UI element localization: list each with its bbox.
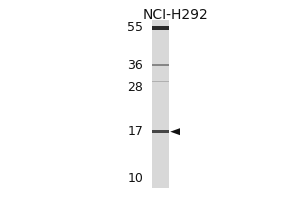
Text: 17: 17 xyxy=(128,125,143,138)
Bar xyxy=(152,81,169,82)
Text: 28: 28 xyxy=(128,81,143,94)
Bar xyxy=(152,20,169,188)
Text: 55: 55 xyxy=(127,21,143,34)
Bar xyxy=(152,130,169,133)
Text: 36: 36 xyxy=(128,59,143,72)
Text: 10: 10 xyxy=(128,172,143,185)
Bar xyxy=(152,64,169,66)
Bar xyxy=(152,26,169,30)
Text: NCI-H292: NCI-H292 xyxy=(142,8,208,22)
Polygon shape xyxy=(170,128,180,135)
